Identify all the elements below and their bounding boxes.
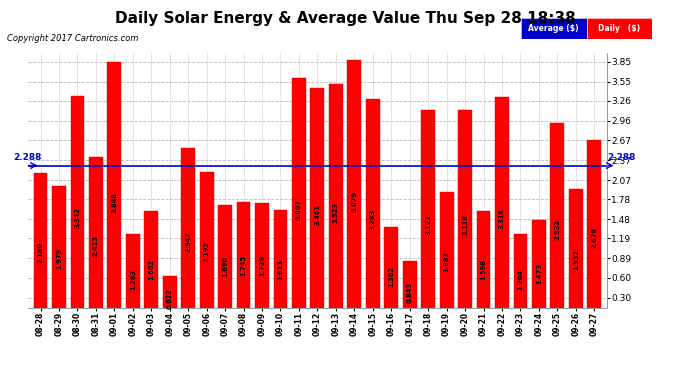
Text: 1.979: 1.979: [56, 248, 62, 269]
Text: 3.607: 3.607: [296, 199, 302, 220]
Bar: [273, 210, 288, 318]
Text: 3.118: 3.118: [462, 214, 468, 235]
Bar: [551, 123, 564, 318]
Bar: [126, 234, 140, 318]
Text: 1.745: 1.745: [241, 255, 246, 276]
Text: Copyright 2017 Cartronics.com: Copyright 2017 Cartronics.com: [7, 34, 138, 43]
Bar: [218, 205, 232, 318]
Text: 1.729: 1.729: [259, 255, 265, 276]
Bar: [403, 261, 417, 318]
Text: 2.547: 2.547: [185, 231, 191, 252]
Text: 2.932: 2.932: [554, 219, 560, 240]
Bar: [477, 211, 491, 318]
Bar: [144, 211, 158, 318]
Text: 3.461: 3.461: [315, 204, 320, 225]
Text: 1.473: 1.473: [536, 263, 542, 284]
Text: 1.264: 1.264: [518, 269, 524, 290]
Text: 0.843: 0.843: [406, 282, 413, 303]
Bar: [310, 88, 324, 318]
Text: 1.362: 1.362: [388, 266, 394, 287]
Text: 2.288: 2.288: [13, 153, 41, 162]
Text: 3.283: 3.283: [370, 209, 376, 230]
Text: 2.413: 2.413: [93, 235, 99, 256]
Text: 1.602: 1.602: [148, 259, 155, 280]
Text: Daily Solar Energy & Average Value Thu Sep 28 18:38: Daily Solar Energy & Average Value Thu S…: [115, 11, 575, 26]
Text: Average ($): Average ($): [529, 24, 579, 33]
Text: 3.316: 3.316: [499, 208, 505, 229]
Bar: [366, 99, 380, 318]
Text: 2.192: 2.192: [204, 242, 210, 262]
Text: 3.848: 3.848: [111, 192, 117, 213]
Bar: [34, 173, 48, 318]
Text: Daily   ($): Daily ($): [598, 24, 640, 33]
Text: 1.263: 1.263: [130, 269, 136, 290]
Text: 2.288: 2.288: [607, 153, 635, 162]
Bar: [458, 110, 472, 318]
Bar: [108, 62, 121, 318]
Bar: [532, 220, 546, 318]
Bar: [292, 78, 306, 318]
Bar: [181, 148, 195, 318]
Bar: [587, 140, 601, 318]
Text: 3.523: 3.523: [333, 202, 339, 223]
Text: 1.690: 1.690: [222, 256, 228, 278]
Bar: [421, 110, 435, 318]
Bar: [384, 227, 398, 318]
Text: 1.882: 1.882: [444, 251, 450, 272]
Text: 3.879: 3.879: [351, 191, 357, 212]
Bar: [199, 172, 214, 318]
Text: 3.122: 3.122: [425, 214, 431, 235]
Bar: [513, 234, 527, 318]
Text: 0.622: 0.622: [167, 288, 172, 309]
Text: 2.180: 2.180: [37, 242, 43, 263]
Bar: [495, 97, 509, 318]
Bar: [440, 192, 453, 318]
Bar: [70, 96, 84, 318]
Text: 1.932: 1.932: [573, 249, 579, 270]
Text: 1.613: 1.613: [277, 259, 284, 280]
Bar: [329, 84, 343, 318]
Bar: [255, 202, 269, 318]
Bar: [347, 60, 362, 318]
Bar: [52, 186, 66, 318]
Text: 3.342: 3.342: [75, 207, 81, 228]
Bar: [89, 157, 103, 318]
Bar: [237, 202, 250, 318]
Text: 1.598: 1.598: [480, 259, 486, 280]
Text: 2.678: 2.678: [591, 227, 598, 248]
Bar: [569, 189, 583, 318]
Bar: [163, 276, 177, 318]
